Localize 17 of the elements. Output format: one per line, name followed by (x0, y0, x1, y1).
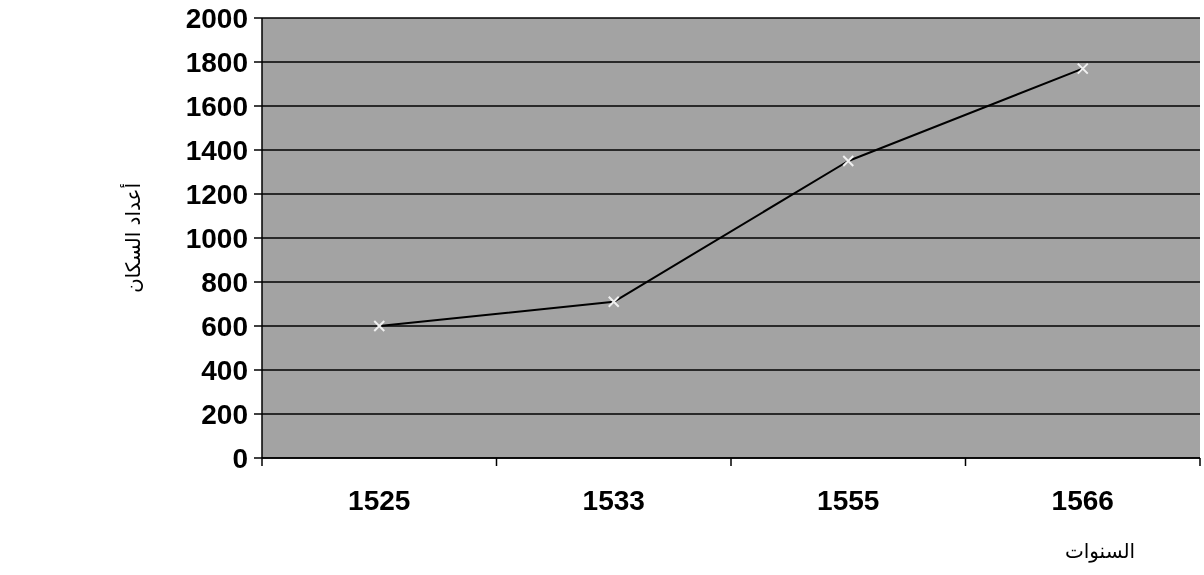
y-tick-label: 200 (201, 399, 248, 430)
y-tick-label: 0 (232, 443, 248, 474)
y-tick-label: 1600 (185, 91, 248, 122)
y-axis-title: أعداد السكان (120, 182, 145, 294)
y-tick-label: 1000 (185, 223, 248, 254)
y-tick-label: 2000 (185, 3, 248, 34)
y-tick-label: 1400 (185, 135, 248, 166)
y-tick-label: 800 (201, 267, 248, 298)
y-tick-label: 1200 (185, 179, 248, 210)
x-tick-label: 1525 (348, 485, 411, 516)
x-tick-label: 1566 (1051, 485, 1114, 516)
x-axis-title: السنوات (1064, 539, 1136, 563)
y-tick-label: 600 (201, 311, 248, 342)
y-tick-label: 400 (201, 355, 248, 386)
x-tick-label: 1533 (582, 485, 645, 516)
y-tick-label: 1800 (185, 47, 248, 78)
x-tick-label: 1555 (817, 485, 880, 516)
